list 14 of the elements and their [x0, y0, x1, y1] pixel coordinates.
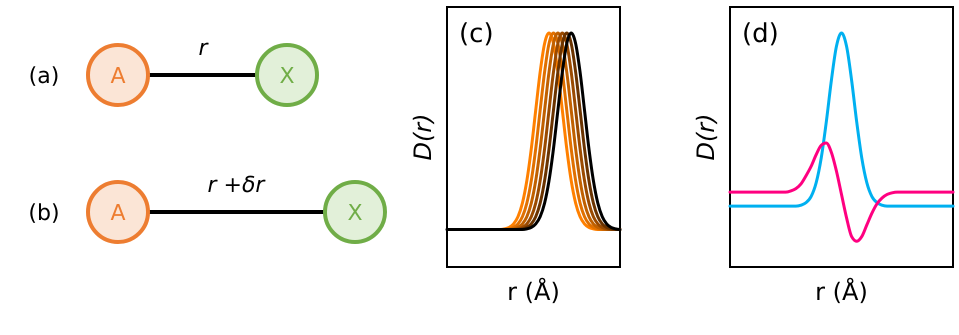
text: (b) [28, 201, 60, 226]
y-axis-title: D(r) [409, 113, 437, 161]
chart-title: (c) [459, 19, 494, 49]
text: X [279, 64, 295, 89]
text: A [110, 201, 126, 226]
chart-title: (d) [742, 19, 779, 49]
text: X [347, 201, 363, 226]
y-axis-title: D(r) [692, 113, 720, 161]
x-axis-title: r (Å) [507, 277, 560, 306]
x-axis-title: r (Å) [815, 277, 868, 306]
text: r [198, 36, 210, 61]
text: r +δr [208, 173, 266, 198]
text: (a) [28, 64, 60, 89]
text: A [110, 64, 126, 89]
